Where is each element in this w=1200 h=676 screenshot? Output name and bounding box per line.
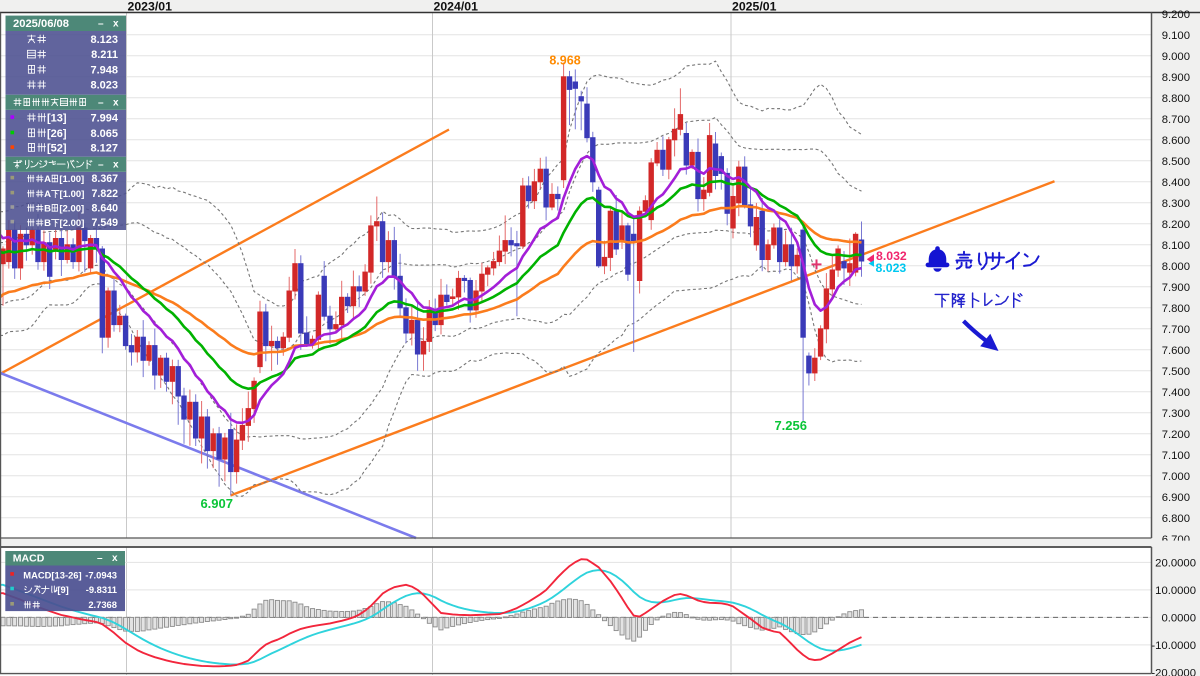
svg-text:2.7368: 2.7368 [88,599,117,610]
svg-text:–: – [98,19,104,30]
svg-text:7.800: 7.800 [1162,303,1190,315]
svg-text:[1.00]: [1.00] [60,189,85,200]
svg-text:8.800: 8.800 [1162,93,1190,105]
svg-text:7.948: 7.948 [90,64,118,76]
svg-text:2025/06/08: 2025/06/08 [13,18,69,30]
svg-text:0.0000: 0.0000 [1161,612,1196,624]
svg-text:[26]: [26] [47,128,67,140]
svg-text:B: B [44,203,51,214]
svg-text:-20.0000: -20.0000 [1151,667,1196,676]
svg-text:8.000: 8.000 [1162,261,1190,273]
svg-text:8.968: 8.968 [549,54,580,68]
svg-text:MACD: MACD [13,553,45,565]
svg-text:6.900: 6.900 [1162,492,1190,504]
svg-text:8.600: 8.600 [1162,135,1190,147]
svg-text:20.0000: 20.0000 [1155,557,1196,569]
svg-text:9.100: 9.100 [1162,30,1190,42]
svg-text:MACD[13-26]: MACD[13-26] [23,569,81,580]
svg-text:8.900: 8.900 [1162,72,1190,84]
svg-text:7.300: 7.300 [1162,408,1190,420]
svg-text:8.023: 8.023 [876,261,907,275]
svg-text:A: A [44,174,51,185]
svg-text:7.700: 7.700 [1162,324,1190,336]
svg-text:[52]: [52] [47,143,67,155]
svg-text:–: – [98,97,104,108]
svg-text:x: x [113,19,119,30]
svg-text:B: B [44,218,51,229]
svg-text:8.200: 8.200 [1162,219,1190,231]
svg-text:7.256: 7.256 [774,418,807,433]
svg-text:–: – [98,159,104,170]
svg-text:-10.0000: -10.0000 [1151,640,1196,652]
svg-text:8.640: 8.640 [91,202,118,214]
svg-text:8.123: 8.123 [90,34,118,46]
svg-text:2023/01: 2023/01 [128,0,173,14]
svg-text:7.600: 7.600 [1162,345,1190,357]
svg-text:7.000: 7.000 [1162,471,1190,483]
svg-text:[9]: [9] [57,584,68,595]
svg-text:-7.0943: -7.0943 [85,569,117,580]
svg-text:8.065: 8.065 [90,128,118,140]
svg-text:A: A [44,189,51,200]
svg-text:7.200: 7.200 [1162,429,1190,441]
svg-text:x: x [113,97,119,108]
svg-text:7.900: 7.900 [1162,282,1190,294]
svg-text:2025/01: 2025/01 [732,0,777,14]
svg-text:6.800: 6.800 [1162,513,1190,525]
svg-text:[1.00]: [1.00] [59,174,84,185]
svg-text:8.400: 8.400 [1162,177,1190,189]
svg-text:[2.00]: [2.00] [60,218,85,229]
svg-text:7.100: 7.100 [1162,450,1190,462]
svg-text:7.549: 7.549 [91,217,118,229]
svg-text:8.127: 8.127 [90,143,118,155]
svg-text:8.300: 8.300 [1162,198,1190,210]
svg-text:8.023: 8.023 [90,80,118,92]
svg-text:[13]: [13] [47,113,67,125]
svg-text:8.700: 8.700 [1162,114,1190,126]
svg-text:x: x [112,553,118,564]
svg-text:-9.8311: -9.8311 [86,584,117,595]
svg-text:10.0000: 10.0000 [1155,585,1196,597]
svg-text:8.032: 8.032 [876,249,907,263]
svg-text:7.822: 7.822 [91,188,118,200]
svg-text:6.907: 6.907 [200,496,233,511]
svg-text:7.994: 7.994 [90,113,118,125]
svg-text:7.400: 7.400 [1162,387,1190,399]
svg-text:8.211: 8.211 [91,49,118,61]
svg-text:8.500: 8.500 [1162,156,1190,168]
svg-text:x: x [113,159,119,170]
svg-text:9.200: 9.200 [1162,9,1190,21]
svg-text:8.100: 8.100 [1162,240,1190,252]
svg-text:2024/01: 2024/01 [434,0,479,14]
svg-text:[2.00]: [2.00] [59,203,84,214]
svg-text:9.000: 9.000 [1162,51,1190,63]
svg-text:7.500: 7.500 [1162,366,1190,378]
svg-text:8.367: 8.367 [91,173,118,185]
svg-text:–: – [97,553,103,564]
